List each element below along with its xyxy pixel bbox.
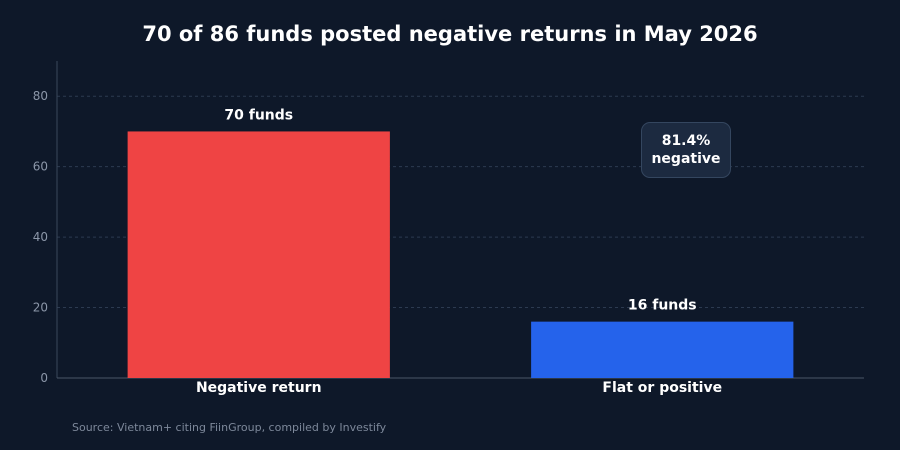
annotation-text: negative [651, 151, 721, 167]
y-tick-label: 80 [33, 89, 48, 103]
bar-value-label: 70 funds [224, 107, 293, 123]
x-category-label: Negative return [196, 380, 322, 396]
source-note: Source: Vietnam+ citing FiinGroup, compi… [72, 421, 387, 434]
x-category-label: Flat or positive [602, 380, 722, 396]
bar [531, 321, 794, 378]
annotation-percent: 81.4% [661, 133, 711, 149]
bar-value-label: 16 funds [628, 298, 697, 314]
chart-title: 70 of 86 funds posted negative returns i… [142, 22, 758, 46]
y-tick-label: 40 [33, 230, 48, 244]
percentage-annotation: 81.4% negative [641, 122, 731, 178]
y-tick-label: 20 [33, 301, 48, 315]
bar [127, 131, 390, 378]
y-tick-label: 0 [40, 371, 48, 385]
y-tick-label: 60 [33, 160, 48, 174]
